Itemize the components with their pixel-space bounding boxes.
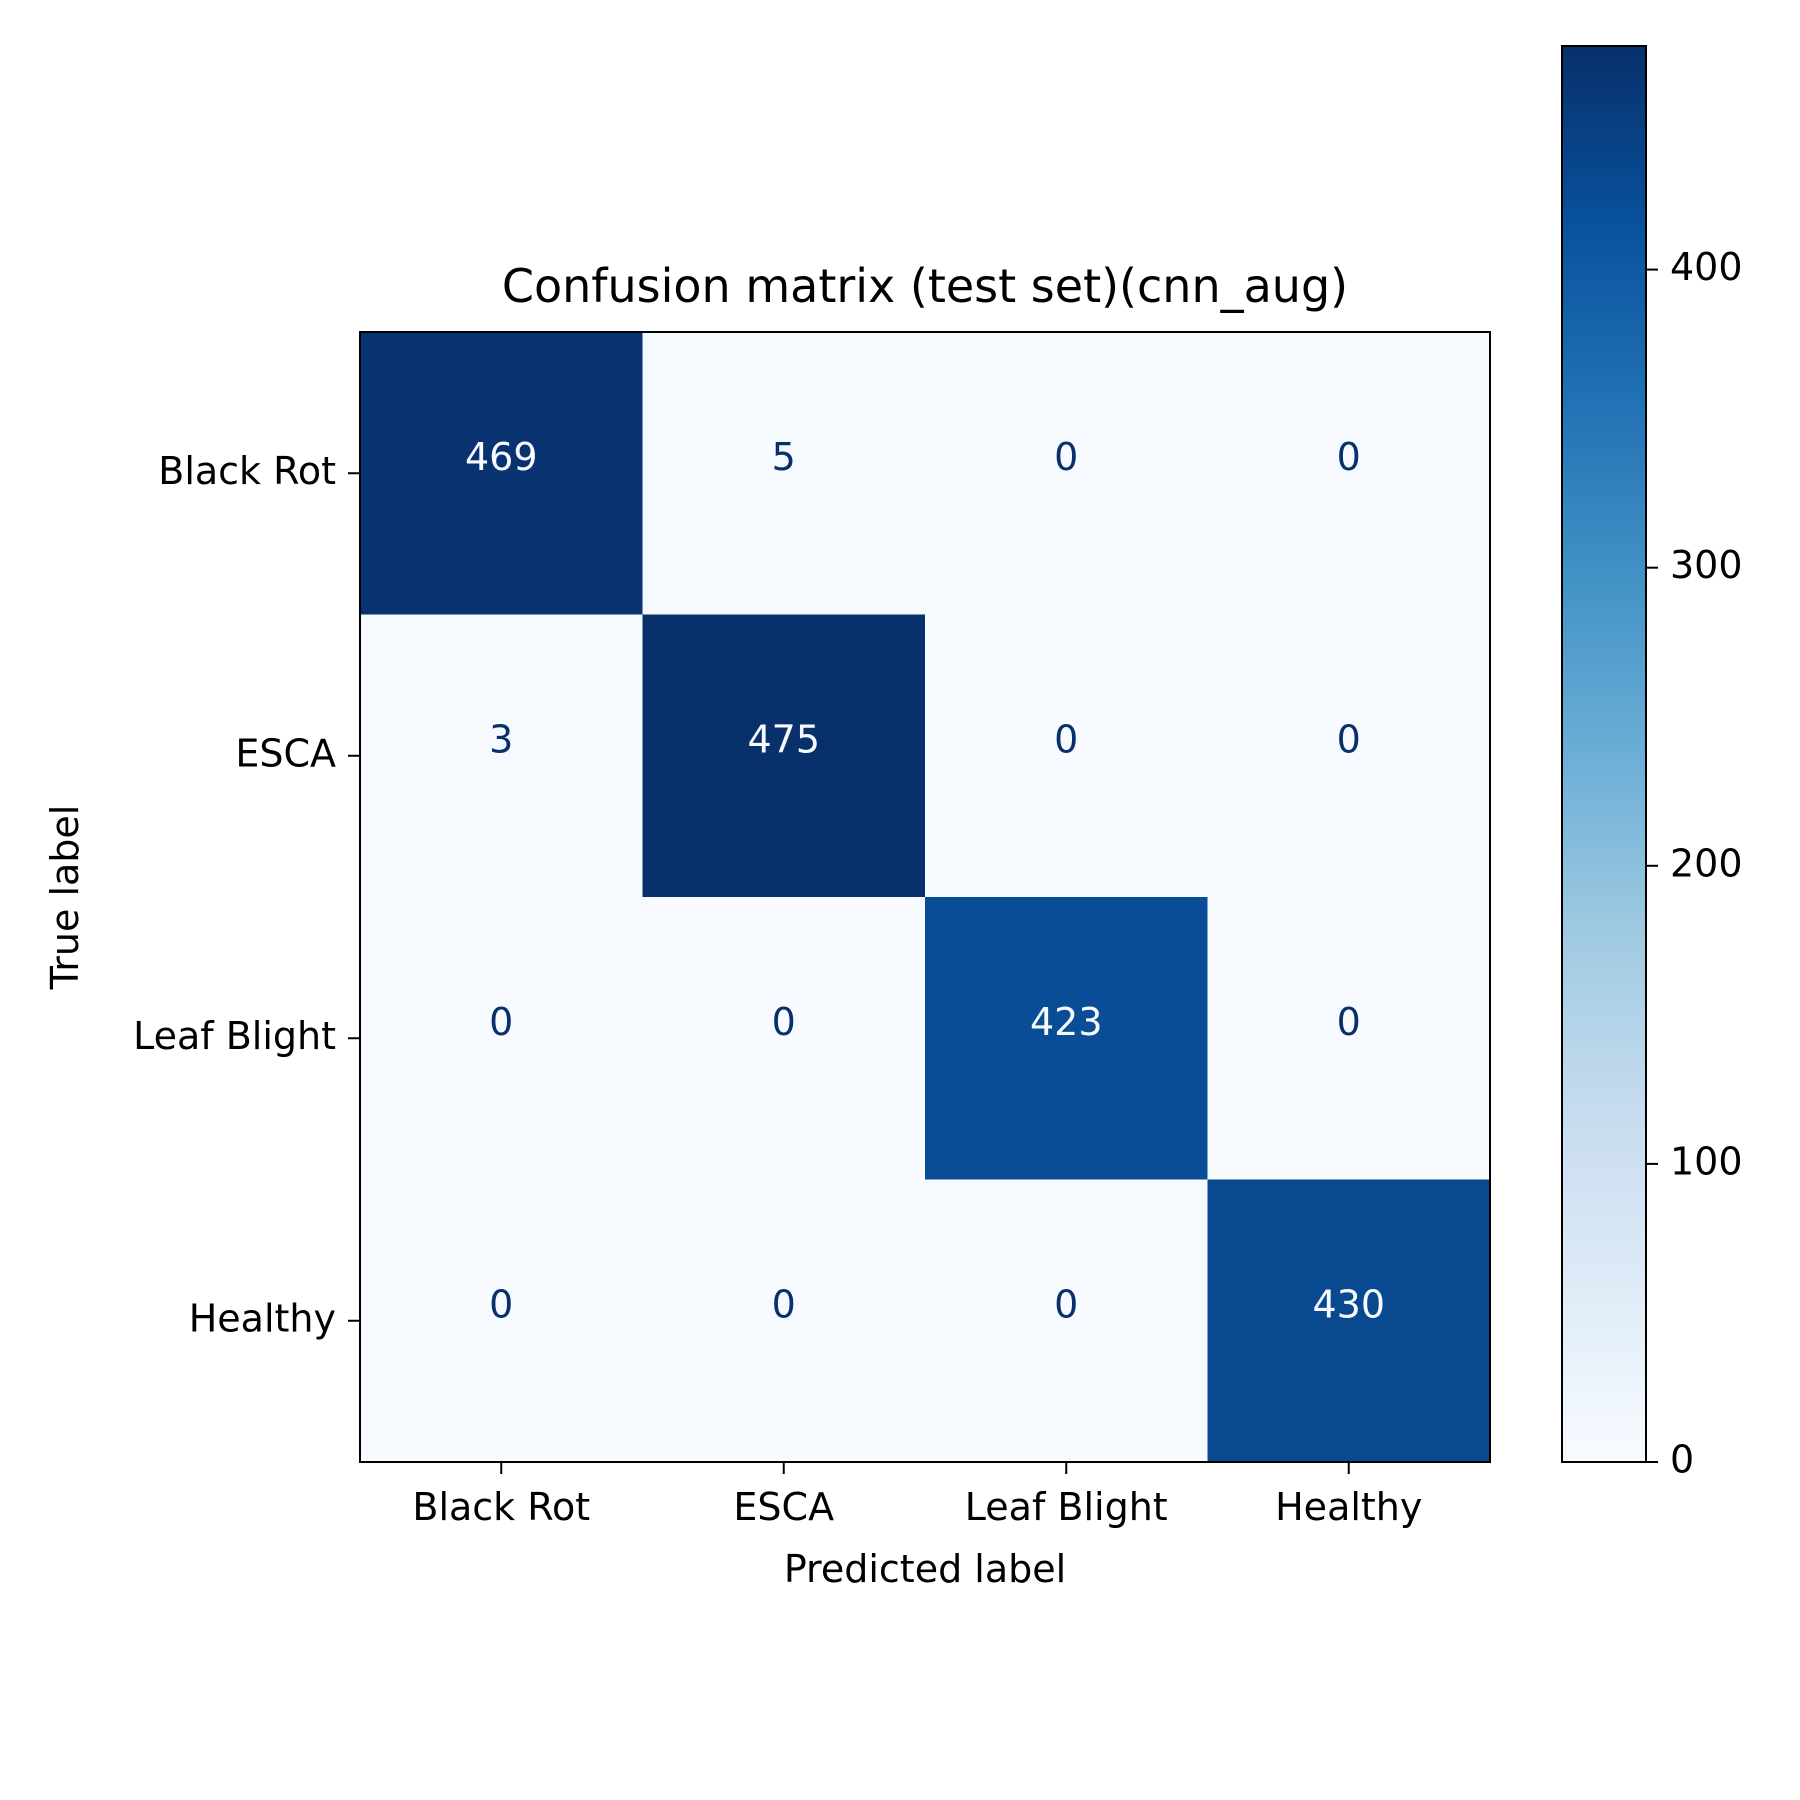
x-tick-label: ESCA	[733, 1485, 834, 1529]
cell-value-label: 0	[1337, 717, 1361, 761]
y-tick-label: Healthy	[189, 1296, 336, 1340]
matrix-cell-labels: 469 5 0 0 3 475 0 0 0 0 423 0 0 0 0 430	[465, 435, 1385, 1327]
cell-value-label: 469	[465, 435, 538, 479]
cell-value-label: 0	[1337, 435, 1361, 479]
matrix-cell	[925, 332, 1208, 615]
y-tick-label: Leaf Blight	[133, 1014, 336, 1058]
matrix-cell	[642, 1179, 926, 1463]
matrix-cell	[1207, 897, 1491, 1180]
chart-title: Confusion matrix (test set)(cnn_aug)	[502, 259, 1348, 313]
matrix-cell	[925, 614, 1208, 898]
matrix-cell	[1207, 1179, 1491, 1463]
matrix-cell	[360, 897, 643, 1180]
matrix-cell	[642, 332, 926, 615]
x-tick-label: Healthy	[1275, 1485, 1422, 1529]
matrix-cell	[360, 332, 643, 615]
cell-value-label: 423	[1030, 1000, 1103, 1044]
cell-value-label: 3	[489, 717, 513, 761]
x-axis-label: Predicted label	[784, 1547, 1066, 1591]
cell-value-label: 5	[772, 435, 796, 479]
y-axis-label: True label	[43, 805, 87, 991]
cell-value-label: 0	[489, 1000, 513, 1044]
x-tick-label: Leaf Blight	[965, 1485, 1168, 1529]
cell-value-label: 0	[772, 1282, 796, 1326]
cell-value-label: 0	[1054, 435, 1078, 479]
colorbar	[1561, 45, 1647, 1463]
matrix-cell	[925, 897, 1208, 1180]
matrix-cell	[925, 1179, 1208, 1463]
matrix-cell	[360, 1179, 643, 1463]
colorbar-ticks: 0 100 200 300 400	[1646, 245, 1743, 1482]
x-tick-label: Black Rot	[412, 1485, 590, 1529]
colorbar-tick-label: 200	[1670, 841, 1743, 885]
colorbar-tick-label: 100	[1670, 1139, 1743, 1183]
cell-value-label: 0	[489, 1282, 513, 1326]
x-axis-ticks: Black Rot ESCA Leaf Blight Healthy	[412, 1462, 1422, 1529]
plot-frame	[359, 331, 1491, 1463]
y-tick-label: ESCA	[235, 731, 336, 775]
cell-value-label: 430	[1312, 1282, 1385, 1326]
cell-value-label: 0	[1054, 717, 1078, 761]
cell-value-label: 0	[1337, 1000, 1361, 1044]
matrix-cells	[360, 332, 1491, 1463]
matrix-cell	[642, 614, 926, 898]
matrix-cell	[1207, 332, 1491, 615]
y-tick-label: Black Rot	[158, 449, 336, 493]
cell-value-label: 0	[772, 1000, 796, 1044]
cell-value-label: 0	[1054, 1282, 1078, 1326]
matrix-cell	[1207, 614, 1491, 898]
matrix-cell	[360, 614, 643, 898]
colorbar-tick-label: 400	[1670, 245, 1743, 289]
colorbar-tick-label: 300	[1670, 543, 1743, 587]
cell-value-label: 475	[747, 717, 820, 761]
colorbar-tick-label: 0	[1670, 1438, 1694, 1482]
y-axis-ticks: Black Rot ESCA Leaf Blight Healthy	[133, 449, 360, 1340]
matrix-cell	[642, 897, 926, 1180]
